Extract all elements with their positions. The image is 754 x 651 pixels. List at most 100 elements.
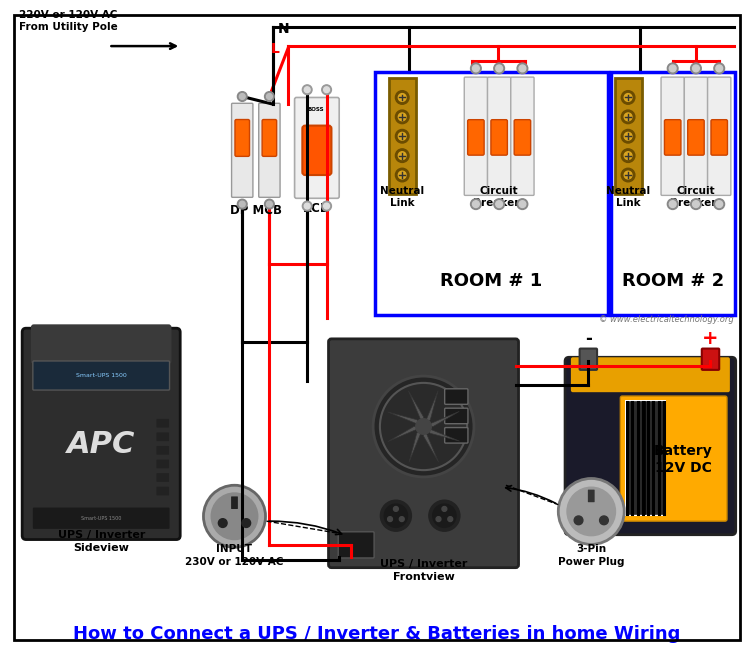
Circle shape [265, 92, 274, 102]
Polygon shape [424, 411, 459, 426]
Circle shape [470, 199, 481, 210]
Circle shape [624, 113, 632, 120]
Circle shape [621, 149, 635, 163]
FancyBboxPatch shape [156, 473, 169, 482]
Text: RCD: RCD [303, 202, 331, 215]
Text: 3-Pin
Power Plug: 3-Pin Power Plug [558, 544, 624, 567]
Text: BOSS: BOSS [307, 107, 323, 112]
Text: N: N [278, 23, 290, 36]
FancyBboxPatch shape [388, 78, 415, 195]
Circle shape [305, 87, 310, 92]
FancyBboxPatch shape [464, 77, 488, 195]
FancyBboxPatch shape [302, 126, 332, 175]
Circle shape [398, 171, 406, 179]
Text: UPS / Inverter
Sideview: UPS / Inverter Sideview [57, 530, 145, 553]
Bar [611, 72, 734, 314]
Circle shape [670, 201, 676, 208]
Circle shape [398, 152, 406, 159]
Circle shape [470, 63, 481, 74]
Circle shape [621, 168, 635, 182]
Circle shape [238, 199, 247, 209]
Circle shape [322, 85, 332, 94]
FancyBboxPatch shape [688, 120, 704, 155]
Circle shape [667, 199, 678, 210]
Circle shape [575, 516, 583, 525]
Circle shape [429, 500, 460, 531]
Circle shape [302, 85, 312, 94]
Circle shape [624, 152, 632, 159]
Text: -: - [585, 329, 592, 348]
Circle shape [381, 500, 412, 531]
Circle shape [395, 149, 409, 163]
Polygon shape [424, 391, 438, 426]
Text: L: L [271, 42, 279, 56]
Circle shape [442, 506, 447, 511]
Circle shape [494, 199, 504, 210]
Circle shape [693, 201, 700, 208]
Text: Circuit
Breakers: Circuit Breakers [473, 186, 526, 208]
Circle shape [323, 87, 329, 92]
Circle shape [624, 171, 632, 179]
FancyBboxPatch shape [707, 77, 731, 195]
Text: ROOM # 1: ROOM # 1 [440, 271, 543, 290]
Polygon shape [424, 426, 459, 441]
Circle shape [436, 517, 441, 521]
Circle shape [398, 113, 406, 120]
FancyBboxPatch shape [702, 348, 719, 370]
FancyBboxPatch shape [621, 396, 727, 521]
Circle shape [494, 63, 504, 74]
FancyBboxPatch shape [685, 77, 707, 195]
FancyBboxPatch shape [339, 532, 374, 558]
Circle shape [496, 201, 503, 208]
FancyBboxPatch shape [156, 419, 169, 428]
Circle shape [239, 94, 245, 100]
Circle shape [322, 201, 332, 211]
Circle shape [266, 94, 272, 100]
FancyBboxPatch shape [259, 104, 280, 197]
Circle shape [305, 203, 310, 209]
Circle shape [624, 132, 632, 140]
Circle shape [266, 201, 272, 207]
Circle shape [204, 485, 265, 547]
Circle shape [323, 203, 329, 209]
FancyBboxPatch shape [571, 357, 730, 392]
Circle shape [388, 517, 392, 521]
Text: How to Connect a UPS / Inverter & Batteries in home Wiring: How to Connect a UPS / Inverter & Batter… [73, 624, 681, 643]
FancyBboxPatch shape [156, 460, 169, 468]
Text: Neutral
Link: Neutral Link [606, 186, 650, 208]
Circle shape [558, 478, 624, 544]
FancyBboxPatch shape [235, 120, 250, 156]
Circle shape [519, 65, 526, 72]
Circle shape [621, 130, 635, 143]
FancyBboxPatch shape [31, 324, 171, 364]
Circle shape [415, 419, 431, 434]
Circle shape [624, 94, 632, 102]
FancyBboxPatch shape [588, 490, 595, 502]
FancyBboxPatch shape [445, 408, 468, 424]
Circle shape [219, 519, 227, 527]
FancyBboxPatch shape [445, 389, 468, 404]
FancyBboxPatch shape [664, 120, 681, 155]
Circle shape [265, 199, 274, 209]
Circle shape [517, 63, 528, 74]
Text: Battery
12V DC: Battery 12V DC [654, 445, 713, 475]
Text: Neutral
Link: Neutral Link [380, 186, 425, 208]
FancyBboxPatch shape [445, 428, 468, 443]
FancyBboxPatch shape [488, 77, 510, 195]
Text: Smart-UPS 1500: Smart-UPS 1500 [76, 373, 127, 378]
FancyBboxPatch shape [156, 487, 169, 495]
Text: UPS / Inverter
Frontview: UPS / Inverter Frontview [380, 559, 467, 582]
Polygon shape [409, 391, 424, 426]
Text: DP MCB: DP MCB [230, 204, 282, 217]
Circle shape [517, 199, 528, 210]
Circle shape [693, 65, 700, 72]
Polygon shape [388, 426, 424, 441]
Circle shape [398, 94, 406, 102]
Circle shape [716, 65, 722, 72]
Text: INPUT
230V or 120V AC: INPUT 230V or 120V AC [185, 544, 284, 567]
Circle shape [395, 110, 409, 124]
Circle shape [519, 201, 526, 208]
FancyBboxPatch shape [329, 339, 519, 568]
Circle shape [394, 506, 398, 511]
Circle shape [599, 516, 608, 525]
